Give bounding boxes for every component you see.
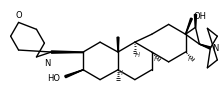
Text: N: N	[212, 44, 219, 53]
Polygon shape	[51, 51, 83, 53]
Polygon shape	[186, 18, 192, 34]
Text: H: H	[135, 52, 141, 58]
Text: H: H	[188, 56, 193, 62]
Polygon shape	[194, 15, 196, 27]
Polygon shape	[117, 37, 119, 52]
Text: H: H	[154, 56, 159, 62]
Polygon shape	[65, 70, 83, 78]
Text: O: O	[15, 11, 22, 20]
Text: H: H	[118, 70, 124, 76]
Text: HO: HO	[47, 74, 60, 83]
Text: N: N	[44, 59, 51, 68]
Text: OH: OH	[194, 12, 206, 21]
Polygon shape	[199, 44, 211, 49]
